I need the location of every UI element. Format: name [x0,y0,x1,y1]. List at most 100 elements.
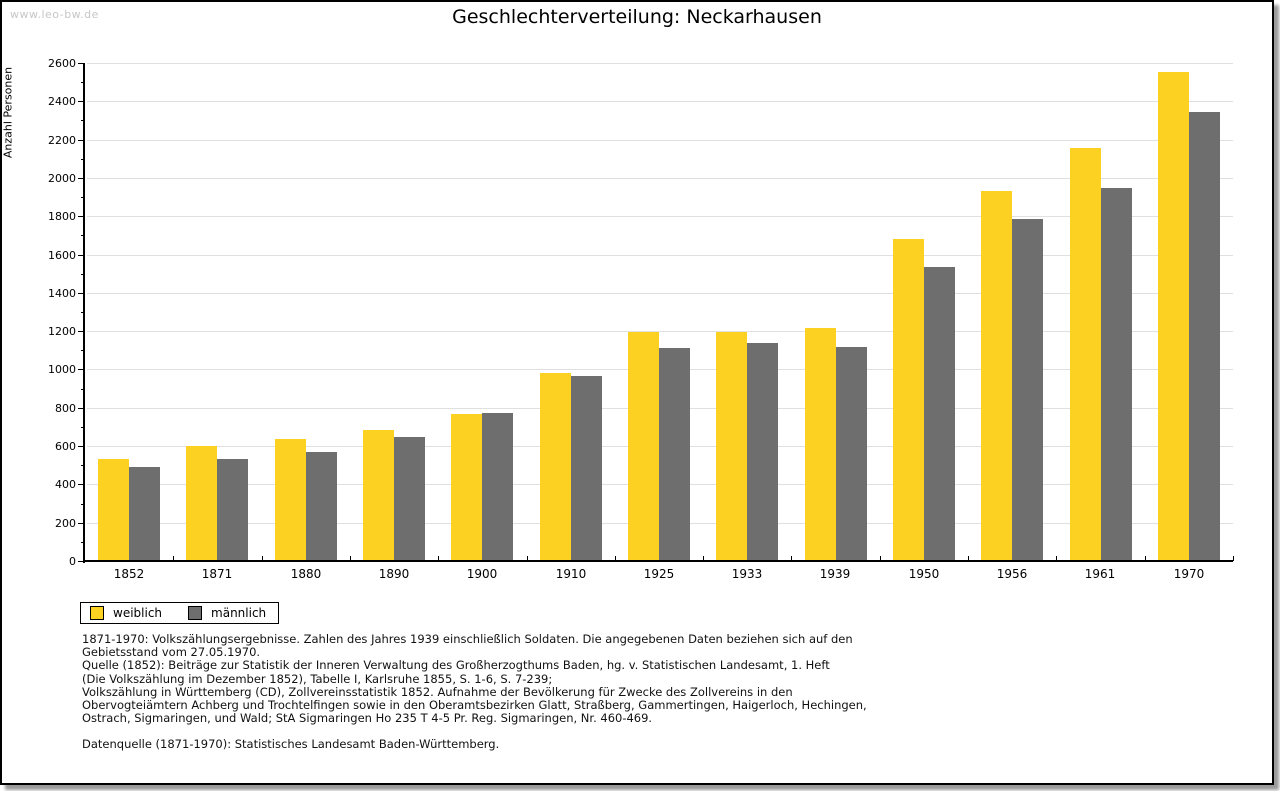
y-axis-label: 1600 [48,249,76,262]
legend-entry-weiblich: weiblich [90,606,162,620]
bar-männlich-1970 [1189,112,1220,561]
bar-männlich-1910 [571,376,602,561]
bar-männlich-1880 [306,452,337,561]
x-axis-tick [262,556,263,561]
bar-männlich-1890 [394,437,425,562]
x-axis-tick [615,556,616,561]
x-axis-label: 1852 [113,567,145,581]
footnote-line: Ostrach, Sigmaringen, und Wald; StA Sigm… [82,711,653,726]
legend-swatch-icon [90,606,104,620]
page-title: Geschlechterverteilung: Neckarhausen [452,6,822,28]
bar-weiblich-1925 [628,332,659,561]
bar-weiblich-1890 [363,430,394,561]
watermark: www.leo-bw.de [10,8,99,21]
y-axis-tick [78,255,85,256]
legend-entry-männlich: männlich [188,606,266,620]
x-axis-label: 1956 [996,567,1028,581]
legend-label: männlich [211,606,267,620]
bar-weiblich-1970 [1158,72,1189,561]
bar-weiblich-1880 [275,439,306,561]
y-axis-label: 600 [55,440,76,453]
footnote-line: Obervogteiämtern Achberg und Trochtelfin… [82,698,867,713]
y-axis-label: 2000 [48,172,76,185]
legend-swatch-icon [188,606,203,620]
y-axis-tick [78,140,85,141]
bar-männlich-1933 [747,343,778,561]
gridline [87,63,1233,64]
footnote-line: Quelle (1852): Beiträge zur Statistik de… [82,658,830,673]
y-axis-tick [78,523,85,524]
footnote-line: (Die Volkszählung im Dezember 1852), Tab… [82,671,553,686]
y-axis-label: 1000 [48,363,76,376]
gridline [87,101,1233,102]
bar-männlich-1900 [482,413,513,561]
x-axis-tick [791,556,792,561]
y-axis-tick [78,293,85,294]
bar-weiblich-1910 [540,373,571,561]
gridline [87,178,1233,179]
bar-männlich-1950 [924,267,955,561]
x-axis-label: 1950 [908,567,940,581]
bar-männlich-1961 [1101,188,1132,562]
y-axis-label: 800 [55,402,76,415]
bar-weiblich-1900 [451,414,482,561]
gridline [87,293,1233,294]
bar-weiblich-1956 [981,191,1012,561]
x-axis-label: 1961 [1084,567,1116,581]
y-axis-label: 2400 [48,95,76,108]
bar-männlich-1956 [1012,219,1043,561]
y-axis-tick [78,408,85,409]
y-axis-label: 200 [55,517,76,530]
footnotes: 1871-1970: Volkszählungsergebnisse. Zahl… [82,632,867,752]
y-axis-tick [78,63,85,64]
y-axis-tick [78,178,85,179]
y-axis-tick [78,561,85,562]
gridline [87,140,1233,141]
bar-weiblich-1950 [893,239,924,561]
x-axis-tick [1233,556,1234,561]
bar-chart: 0 200 400 600 800 1000 1200 1400 1600 1800 2000 220… [2,2,1272,783]
x-axis-label: 1970 [1173,567,1205,581]
y-axis-label: 1400 [48,287,76,300]
footnote-line: 1871-1970: Volkszählungsergebnisse. Zahl… [82,632,853,646]
x-axis-label: 1939 [819,567,851,581]
y-axis-tick [78,484,85,485]
footnote-line: Gebietsstand vom 27.05.1970. [82,645,261,660]
x-axis-tick [1056,556,1057,561]
y-axis-label: 2200 [48,134,76,147]
y-axis-tick [78,216,85,217]
y-axis-label: 400 [55,478,76,491]
gridline [87,216,1233,217]
legend-label: weiblich [113,606,163,620]
x-axis-label: 1910 [555,567,587,581]
bar-weiblich-1933 [716,332,747,561]
gridline [87,255,1233,256]
bar-männlich-1871 [217,459,248,561]
x-axis-tick [173,556,174,561]
y-axis-tick [78,101,85,102]
y-axis-label: 1200 [48,325,76,338]
bar-männlich-1939 [836,347,867,561]
x-axis-tick [968,556,969,561]
y-axis-label: 2600 [48,57,76,70]
bar-weiblich-1871 [186,446,217,561]
gridline [87,331,1233,332]
x-axis-tick [350,556,351,561]
source-line: Datenquelle (1871-1970): Statistisches L… [82,737,500,752]
x-axis-label: 1871 [201,567,233,581]
x-axis-label: 1933 [731,567,763,581]
x-axis-label: 1900 [466,567,498,581]
y-axis-label: 0 [69,555,76,568]
y-axis-label: 1800 [48,210,76,223]
x-axis-label: 1880 [290,567,322,581]
bar-männlich-1852 [129,467,160,561]
x-axis-line [83,560,1233,562]
bar-weiblich-1961 [1070,148,1101,561]
x-axis-tick [1145,556,1146,561]
y-axis-line [83,63,85,563]
x-axis-tick [438,556,439,561]
x-axis-label: 1925 [643,567,675,581]
x-axis-tick [880,556,881,561]
chart-legend: weiblich männlich [80,602,280,624]
